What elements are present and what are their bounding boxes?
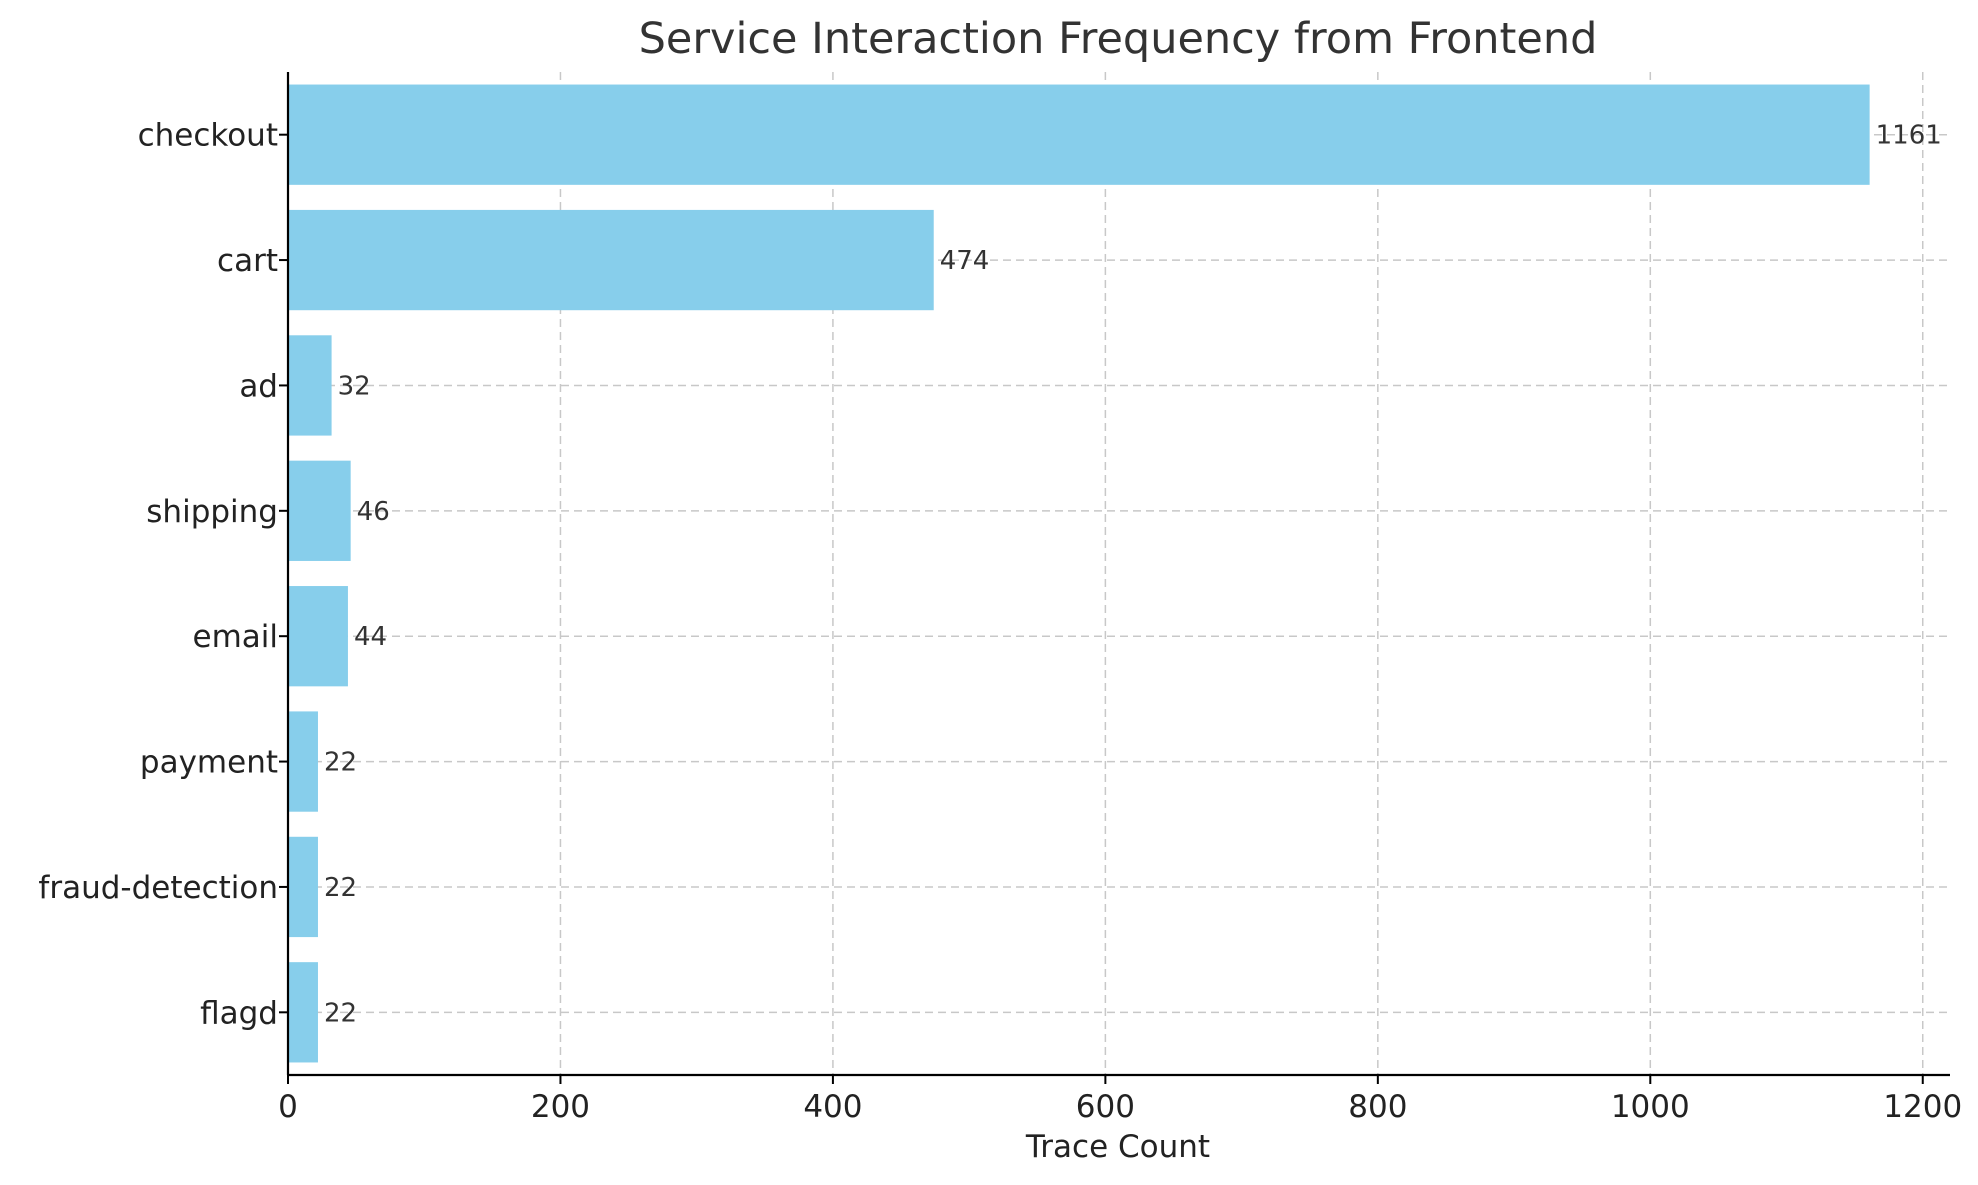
category-label: ad xyxy=(239,368,278,404)
bar-shipping xyxy=(288,460,351,561)
bar-payment xyxy=(288,711,318,812)
axis-layer: checkout cart ad shipping email payment fraud-… xyxy=(38,72,1962,1125)
data-label: 46 xyxy=(357,497,390,527)
x-tick-label: 1000 xyxy=(1611,1089,1690,1125)
x-tick-label: 1200 xyxy=(1883,1089,1962,1125)
category-label: email xyxy=(193,619,279,655)
category-label: flagd xyxy=(200,995,278,1031)
x-tick-label: 400 xyxy=(803,1089,862,1125)
data-label: 1161 xyxy=(1876,121,1942,151)
bar-cart xyxy=(288,209,934,311)
x-tick-label: 200 xyxy=(531,1089,590,1125)
bar-email xyxy=(288,586,348,687)
bar-flagd xyxy=(288,962,318,1063)
bar-fraud-detection xyxy=(288,836,318,938)
bars-layer: 1161 474 32 46 44 22 22 22 xyxy=(288,84,1942,1063)
data-label: 22 xyxy=(324,998,357,1028)
x-axis-title: Trace Count xyxy=(1025,1129,1210,1165)
data-label: 474 xyxy=(940,246,990,276)
data-label: 22 xyxy=(324,873,357,903)
category-label: payment xyxy=(140,745,278,781)
category-label: checkout xyxy=(138,118,278,154)
bar-ad xyxy=(288,335,332,436)
x-tick-label: 800 xyxy=(1348,1089,1407,1125)
data-label: 22 xyxy=(324,748,357,778)
data-label: 32 xyxy=(338,371,371,401)
category-label: cart xyxy=(217,243,278,279)
category-label: fraud-detection xyxy=(38,870,278,906)
x-tick-label: 0 xyxy=(278,1089,298,1125)
data-label: 44 xyxy=(354,622,387,652)
x-tick-label: 600 xyxy=(1076,1089,1135,1125)
category-label: shipping xyxy=(146,494,278,530)
bar-checkout xyxy=(288,84,1870,185)
chart-title: Service Interaction Frequency from Front… xyxy=(639,14,1598,64)
